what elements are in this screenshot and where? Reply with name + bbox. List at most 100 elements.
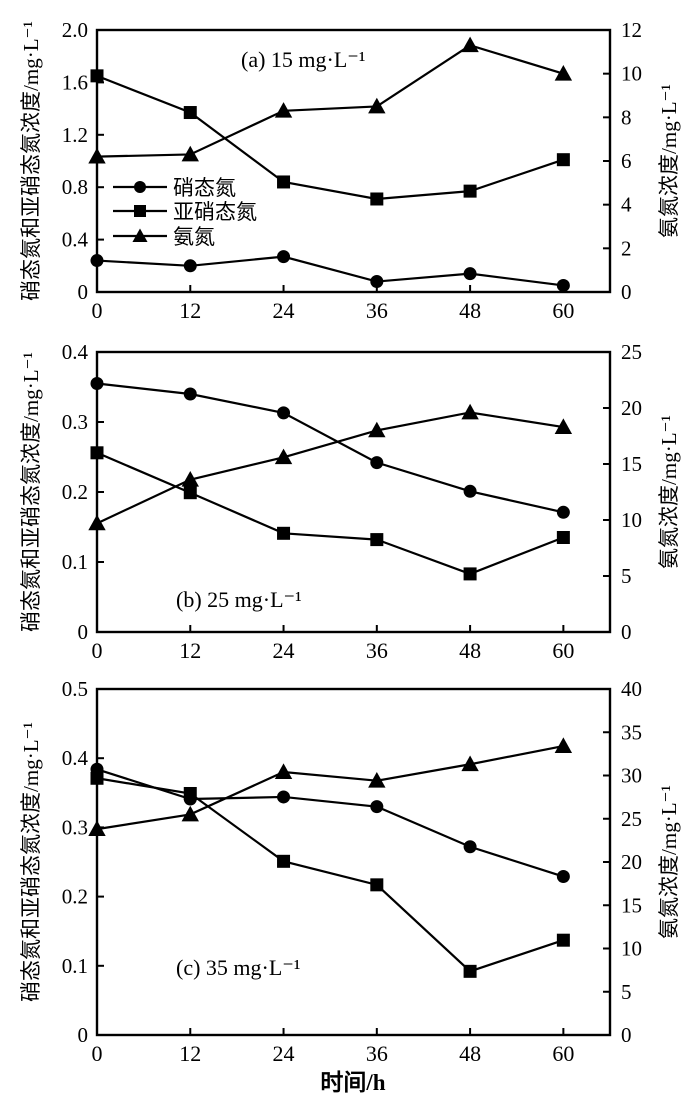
nitrite-nitrogen-marker: [556, 153, 570, 167]
ammonia-nitrogen-line: [96, 745, 564, 831]
y-left-tick-label: 1.2: [62, 123, 88, 147]
x-tick-label: 24: [273, 638, 295, 663]
nitrite-nitrogen-marker: [463, 567, 477, 581]
nitrite-nitrogen-marker: [370, 878, 384, 892]
plot-border: [95, 350, 612, 634]
legend-item-ammonia-nitrogen: 氨氮: [113, 225, 215, 249]
ammonia-nitrogen-marker: [368, 97, 386, 114]
x-tick-label: 36: [366, 638, 388, 663]
y-right-tick-label: 35: [621, 720, 642, 744]
nitrite-nitrogen-marker: [463, 964, 477, 978]
panel-title: (a) 15 mg·L⁻¹: [241, 47, 366, 72]
nitrate-nitrogen-marker: [90, 254, 104, 268]
y-left-tick-label: 0.3: [62, 815, 88, 839]
legend-item-nitrate-nitrogen: 硝态氮: [113, 176, 236, 200]
nitrate-nitrogen-line: [96, 768, 564, 878]
x-tick-label: 24: [273, 298, 295, 323]
nitrite-nitrogen-marker: [90, 771, 104, 785]
y-left-tick-label: 0.8: [62, 175, 88, 199]
y-right-tick-label: 20: [621, 396, 642, 420]
nitrite-nitrogen-marker: [370, 192, 384, 206]
x-tick-label: 36: [366, 1041, 388, 1066]
ammonia-nitrogen-line: [96, 411, 564, 525]
y-right-axis-label: 氨氮浓度/mg·L⁻¹: [657, 785, 681, 939]
x-tick-label: 48: [459, 638, 481, 663]
x-tick-label: 12: [179, 638, 201, 663]
nitrite-nitrogen-line: [96, 451, 564, 576]
y-left-tick-label: 0.4: [62, 228, 89, 252]
nitrite-nitrogen-marker: [277, 854, 291, 868]
x-tick-label: 12: [179, 1041, 201, 1066]
x-tick-label: 48: [459, 1041, 481, 1066]
ammonia-nitrogen-marker: [461, 755, 479, 772]
legend-triangle-icon: [132, 228, 148, 242]
y-left-tick-label: 0.4: [62, 340, 89, 364]
y-left-tick-label: 0: [78, 620, 89, 644]
legend-circle-icon: [134, 181, 146, 193]
y-right-tick-label: 20: [621, 850, 642, 874]
nitrate-nitrogen-marker: [370, 456, 384, 470]
ammonia-nitrogen-marker: [181, 145, 199, 162]
nitrite-nitrogen-marker: [277, 175, 291, 189]
x-axis-title: 时间/h: [320, 1070, 385, 1095]
y-left-tick-label: 0.3: [62, 410, 88, 434]
y-left-tick-label: 0.2: [62, 480, 88, 504]
nitrate-nitrogen-marker: [463, 484, 477, 498]
nitrite-nitrogen-marker: [183, 786, 197, 800]
ammonia-nitrogen-marker: [554, 64, 573, 81]
ammonia-nitrogen-marker: [88, 514, 106, 531]
nitrate-nitrogen-marker: [463, 840, 477, 854]
nitrite-nitrogen-marker: [90, 446, 104, 460]
ammonia-nitrogen-line: [96, 44, 564, 158]
nitrite-nitrogen-marker: [183, 106, 197, 120]
y-left-tick-label: 0: [78, 280, 89, 304]
x-tick-label: 60: [552, 1041, 574, 1066]
nitrate-nitrogen-marker: [556, 278, 570, 292]
nitrate-nitrogen-marker: [370, 275, 384, 289]
ammonia-nitrogen-marker: [368, 421, 386, 438]
x-tick-label: 0: [92, 1041, 103, 1066]
y-right-tick-label: 5: [621, 980, 632, 1004]
y-right-tick-label: 15: [621, 452, 642, 476]
ammonia-nitrogen-marker: [88, 147, 106, 164]
legend-label: 氨氮: [173, 225, 215, 249]
nitrite-nitrogen-marker: [183, 486, 197, 500]
y-left-tick-label: 0: [78, 1023, 89, 1047]
y-right-axis-label: 氨氮浓度/mg·L⁻¹: [657, 415, 681, 569]
y-left-axis-label: 硝态氮和亚硝态氮浓度/mg·L⁻¹: [19, 21, 43, 301]
x-tick-label: 12: [179, 298, 201, 323]
y-left-tick-label: 0.4: [62, 746, 89, 770]
nitrite-nitrogen-marker: [463, 184, 477, 198]
x-tick-label: 0: [92, 298, 103, 323]
panel-title: (b) 25 mg·L⁻¹: [176, 587, 302, 612]
legend-label: 硝态氮: [173, 176, 236, 200]
y-right-axis-label: 氨氮浓度/mg·L⁻¹: [657, 84, 681, 238]
y-right-tick-label: 25: [621, 807, 642, 831]
panel-title: (c) 35 mg·L⁻¹: [176, 955, 301, 980]
x-tick-label: 36: [366, 298, 388, 323]
nitrite-nitrogen-marker: [556, 531, 570, 544]
ammonia-nitrogen-marker: [554, 418, 573, 434]
y-left-axis-label: 硝态氮和亚硝态氮浓度/mg·L⁻¹: [19, 722, 43, 1002]
y-left-tick-label: 0.5: [62, 677, 88, 701]
nitrite-nitrogen-marker: [90, 69, 104, 83]
y-left-tick-label: 2.0: [62, 18, 88, 42]
y-right-tick-label: 12: [621, 18, 642, 42]
nitrate-nitrogen-line: [96, 255, 564, 287]
x-tick-label: 24: [273, 1041, 295, 1066]
ammonia-nitrogen-marker: [274, 448, 293, 465]
y-left-axis-label: 硝态氮和亚硝态氮浓度/mg·L⁻¹: [19, 352, 43, 632]
ammonia-nitrogen-marker: [181, 470, 199, 487]
ammonia-nitrogen-marker: [274, 763, 293, 779]
x-tick-label: 60: [552, 298, 574, 323]
legend-square-icon: [134, 205, 146, 217]
plot-border: [95, 687, 612, 1037]
y-left-tick-label: 0.1: [62, 550, 88, 574]
y-right-tick-label: 0: [621, 280, 632, 304]
y-right-tick-label: 25: [621, 340, 642, 364]
nitrite-nitrogen-marker: [556, 933, 570, 947]
panel-b: 0 0.1 0.2 0.3 0.4 0 5 10 15 20 25 0 12 24 36 48 60 硝态氮和亚硝…: [19, 340, 681, 663]
y-right-tick-label: 4: [621, 193, 632, 217]
